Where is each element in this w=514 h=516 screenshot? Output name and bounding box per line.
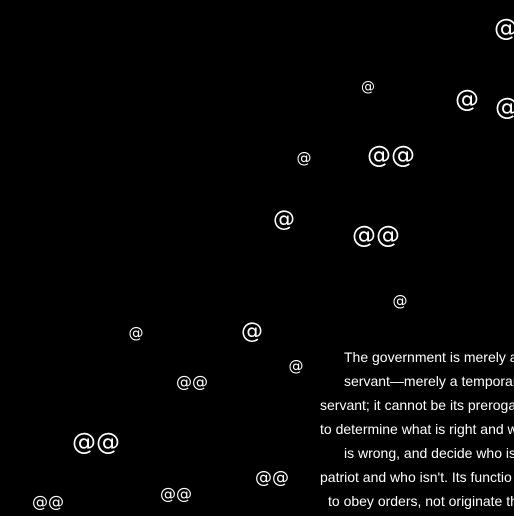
at-symbol: @: [129, 324, 144, 342]
at-symbol: @: [241, 319, 263, 344]
at-symbol: @@: [176, 372, 208, 391]
at-symbol: @: [455, 85, 479, 113]
at-symbol: @@: [367, 141, 415, 169]
at-symbol: @@: [255, 468, 289, 488]
at-symbol: @: [393, 292, 408, 310]
at-symbol: @: [361, 79, 375, 95]
at-symbol: @: [495, 93, 514, 121]
quote-line: to determine what is right and w: [320, 421, 514, 437]
quote-line: servant—merely a temporar: [344, 373, 514, 389]
quote-line: patriot and who isn't. Its functio: [320, 469, 512, 485]
quote-line: to obey orders, not originate th: [328, 493, 514, 509]
at-symbol: @: [494, 14, 514, 42]
at-symbol: @@: [32, 492, 64, 511]
quote-line: is wrong, and decide who is: [344, 445, 514, 461]
at-symbol: @@: [72, 428, 120, 456]
quote-line: The government is merely a: [344, 349, 514, 365]
at-symbol: @@: [160, 484, 192, 503]
at-symbol: @: [273, 207, 295, 232]
quote-line: servant; it cannot be its preroga: [320, 397, 514, 413]
at-symbol: @: [289, 357, 304, 375]
at-symbol: @: [297, 149, 312, 167]
at-symbol: @@: [352, 221, 400, 249]
